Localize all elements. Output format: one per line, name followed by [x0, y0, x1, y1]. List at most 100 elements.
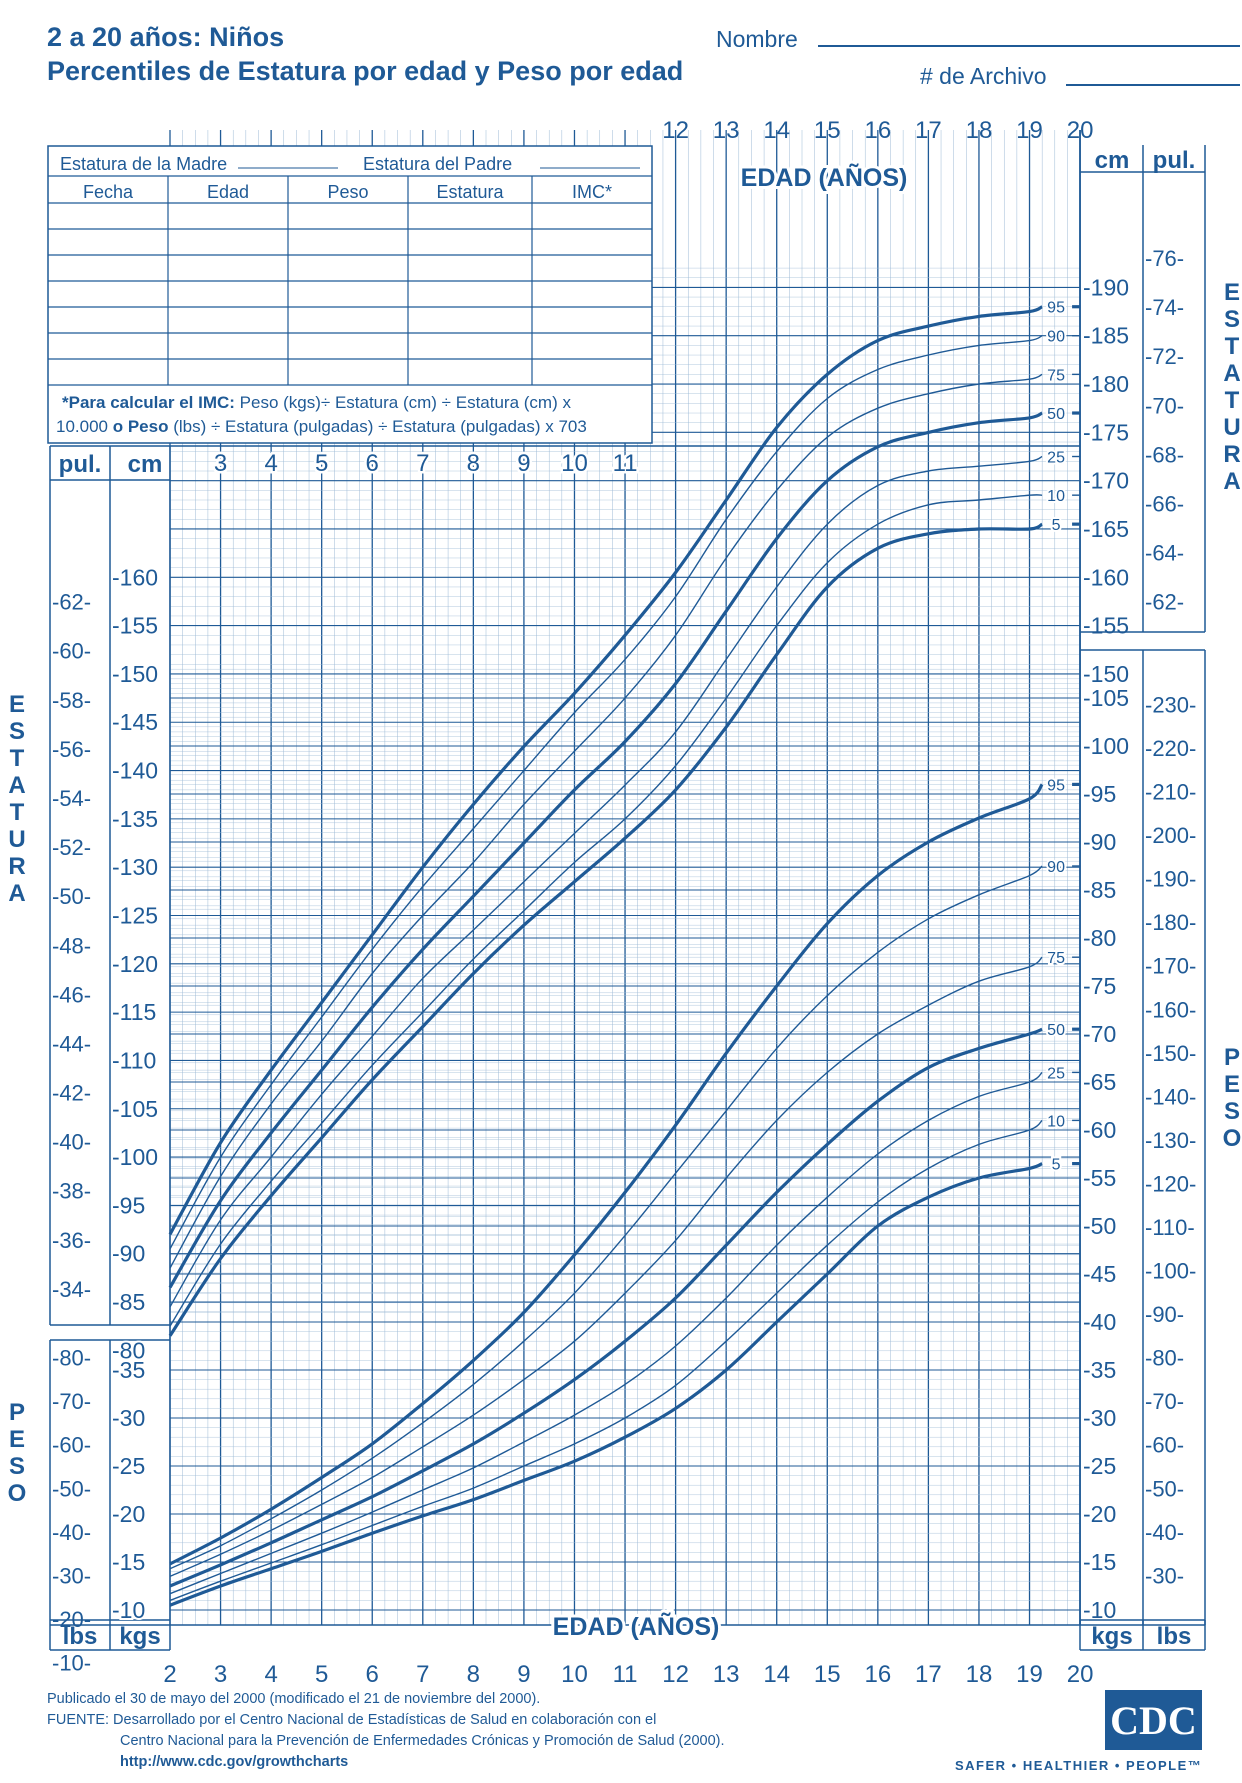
- weight-lb-left-label: -20-: [52, 1607, 91, 1632]
- age-tick-bottom-label: 14: [763, 1661, 790, 1688]
- stature-in-left-label: -42-: [52, 1081, 91, 1106]
- age-tick-inner-label: 6: [366, 450, 379, 477]
- side-letter: S: [9, 1453, 25, 1480]
- stature-cm-left-label: -115: [112, 999, 156, 1025]
- title-line1: 2 a 20 años: Niños: [47, 22, 285, 52]
- weight-lb-right-label: -110-: [1145, 1215, 1195, 1240]
- weight-percentile-label: 25: [1047, 1065, 1065, 1082]
- stature-in-left-label: -50-: [52, 884, 91, 909]
- weight-kg-right-label: -30: [1083, 1405, 1116, 1431]
- weight-kg-right-label: -50: [1083, 1213, 1116, 1239]
- stature-cm-right-label: -150: [1083, 661, 1129, 687]
- age-tick-top-label: 17: [915, 117, 942, 144]
- stature-percentile-label: 95: [1047, 300, 1065, 317]
- age-tick-top-label: 19: [1016, 117, 1043, 144]
- age-tick-bottom-label: 8: [467, 1661, 480, 1688]
- weight-lb-right-label: -70-: [1145, 1389, 1184, 1414]
- weight-lb-right-label: -60-: [1145, 1433, 1184, 1458]
- stature-cm-right-label: -180: [1083, 371, 1129, 397]
- weight-kg-right-label: -20: [1083, 1501, 1116, 1527]
- age-axis: 2 3 4 5 6 7 8 9 10 11 12 13 14 15 16 17 18 19 20 12 13 14 15 16…: [163, 117, 1093, 1688]
- weight-curve-50: [169, 1027, 1043, 1588]
- age-axis-title-top: EDAD (AÑOS): [741, 162, 908, 192]
- unit-lb-left: lbs: [63, 1623, 98, 1650]
- weight-percentile-label: 5: [1052, 1157, 1061, 1174]
- unit-in-right: pul.: [1153, 147, 1196, 174]
- age-tick-bottom-label: 3: [214, 1661, 227, 1688]
- weight-kg-right-label: -15: [1083, 1549, 1116, 1575]
- weight-kg-right-label: -105: [1083, 685, 1129, 711]
- stature-cm-right-label: -165: [1083, 516, 1129, 542]
- weight-lb-right-label: -160-: [1145, 997, 1196, 1022]
- name-label: Nombre: [716, 26, 798, 52]
- age-tick-bottom-label: 7: [416, 1661, 429, 1688]
- stature-cm-right-label: -170: [1083, 468, 1129, 494]
- age-tick-inner-label: 5: [315, 450, 328, 477]
- weight-kg-left-label: -10: [112, 1597, 145, 1623]
- weight-kg-left-label: -30: [112, 1405, 145, 1431]
- age-tick-top-label: 15: [814, 117, 841, 144]
- stature-cm-left-label: -155: [112, 613, 158, 639]
- weight-percentile-label: 50: [1047, 1022, 1065, 1039]
- stature-in-right-label: -66-: [1145, 491, 1184, 516]
- side-letter: E: [1224, 1071, 1240, 1098]
- stature-cm-left-label: -125: [112, 903, 158, 929]
- side-letter: T: [10, 799, 25, 826]
- weight-kg-right-label: -100: [1083, 733, 1129, 759]
- age-tick-inner-label: 8: [467, 450, 480, 477]
- stature-in-left-label: -36-: [52, 1228, 91, 1253]
- stature-percentile-label: 90: [1047, 329, 1065, 346]
- stature-cm-right-label: -155: [1083, 613, 1129, 639]
- age-tick-top-label: 16: [864, 117, 891, 144]
- weight-lb-right-label: -140-: [1145, 1084, 1196, 1109]
- side-letter: P: [9, 1399, 25, 1426]
- age-tick-top-label: 12: [662, 117, 689, 144]
- stature-curve-10: [169, 494, 1043, 1327]
- side-letter: P: [1224, 1044, 1240, 1071]
- mother-height-label: Estatura de la Madre: [60, 154, 227, 174]
- stature-curve-75: [169, 373, 1043, 1269]
- unit-cm-right: cm: [1095, 147, 1130, 174]
- weight-lb-left-label: -40-: [52, 1520, 91, 1545]
- side-letter: R: [1223, 441, 1240, 468]
- stature-cm-left-label: -130: [112, 854, 158, 880]
- unit-kg-right: kgs: [1091, 1623, 1132, 1650]
- stature-cm-left-label: -160: [112, 564, 158, 590]
- stature-in-left-label: -38-: [52, 1179, 91, 1204]
- stature-in-right-label: -62-: [1145, 590, 1184, 615]
- side-letter: S: [9, 718, 25, 745]
- stature-in-right-label: -72-: [1145, 344, 1184, 369]
- weight-kg-right-label: -35: [1083, 1357, 1116, 1383]
- weight-lb-left-label: -50-: [52, 1476, 91, 1501]
- stature-in-left-label: -54-: [52, 786, 91, 811]
- stature-percentile-label: 5: [1052, 517, 1061, 534]
- stature-in-left-label: -40-: [52, 1130, 91, 1155]
- footer-url-link[interactable]: http://www.cdc.gov/growthcharts: [120, 1754, 349, 1770]
- weight-lb-right-label: -200-: [1145, 823, 1196, 848]
- name-field[interactable]: [818, 45, 1240, 47]
- stature-in-left-label: -58-: [52, 688, 91, 713]
- age-tick-inner-label: 3: [214, 450, 227, 477]
- weight-kg-right-label: -85: [1083, 877, 1116, 903]
- age-tick-top-label: 18: [966, 117, 993, 144]
- record-number-field[interactable]: [1066, 84, 1240, 86]
- age-tick-bottom-label: 11: [613, 1661, 638, 1688]
- stature-in-right-label: -76-: [1145, 246, 1184, 271]
- stature-in-left-label: -46-: [52, 982, 91, 1007]
- stature-cm-left-label: -95: [112, 1192, 145, 1218]
- stature-curve-50: [168, 411, 1043, 1289]
- age-tick-inner-label: 11: [613, 450, 638, 477]
- weight-lb-right-label: -150-: [1145, 1041, 1196, 1066]
- stature-cm-left-label: -140: [112, 758, 158, 784]
- weight-kg-right-label: -95: [1083, 781, 1116, 807]
- weight-curve-75: [169, 956, 1043, 1578]
- stature-curve-25: [169, 455, 1043, 1308]
- weight-lb-right-label: -90-: [1145, 1302, 1184, 1327]
- weight-lb-ticks: -10--20--30--40--50--60--70--80--30--40-…: [52, 692, 1196, 1675]
- side-letter: O: [1223, 1125, 1242, 1152]
- weight-kg-right-label: -70: [1083, 1021, 1116, 1047]
- weight-lb-left-label: -80-: [52, 1346, 91, 1371]
- stature-cm-left-label: -120: [112, 951, 158, 977]
- cdc-logo-text: CDC: [1110, 1698, 1197, 1743]
